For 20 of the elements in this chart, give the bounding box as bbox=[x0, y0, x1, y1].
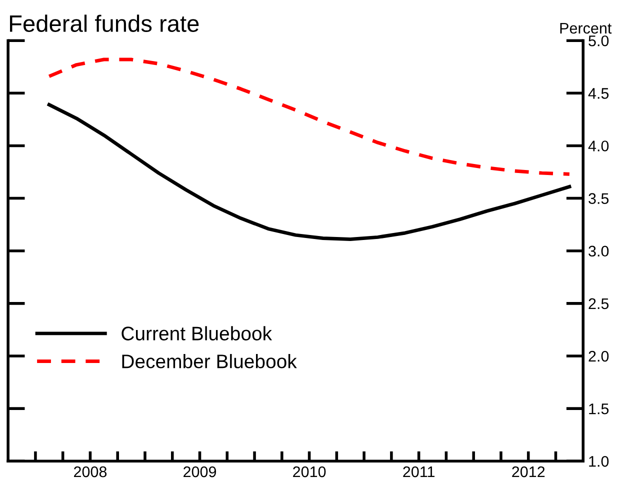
y-tick-label: 2.0 bbox=[588, 350, 609, 362]
y-tick-label: 4.0 bbox=[588, 140, 609, 152]
x-tick-label: 2009 bbox=[184, 466, 216, 478]
line-series bbox=[47, 58, 572, 176]
y-tick-label: 4.5 bbox=[588, 88, 609, 99]
y-tick-label: 3.0 bbox=[588, 246, 609, 257]
legend-label: Current Bluebook bbox=[122, 326, 272, 340]
x-tick-label: 2011 bbox=[403, 466, 435, 478]
y-tick-label: 2.5 bbox=[588, 298, 609, 310]
y-tick-label: 1.5 bbox=[589, 404, 609, 414]
y-tick-label: 5.0 bbox=[588, 35, 609, 46]
y-tick-label: 3.5 bbox=[588, 193, 609, 204]
x-tick-label: 2008 bbox=[74, 466, 107, 478]
y-axis-title: Percent bbox=[560, 22, 612, 34]
line-series bbox=[47, 102, 572, 242]
x-tick-label: 2010 bbox=[293, 466, 326, 478]
y-tick-label: 1.0 bbox=[589, 456, 609, 467]
x-tick-label: 2012 bbox=[512, 466, 545, 478]
legend-label: December Bluebook bbox=[122, 354, 297, 368]
chart-title: Federal funds rate bbox=[10, 14, 199, 32]
